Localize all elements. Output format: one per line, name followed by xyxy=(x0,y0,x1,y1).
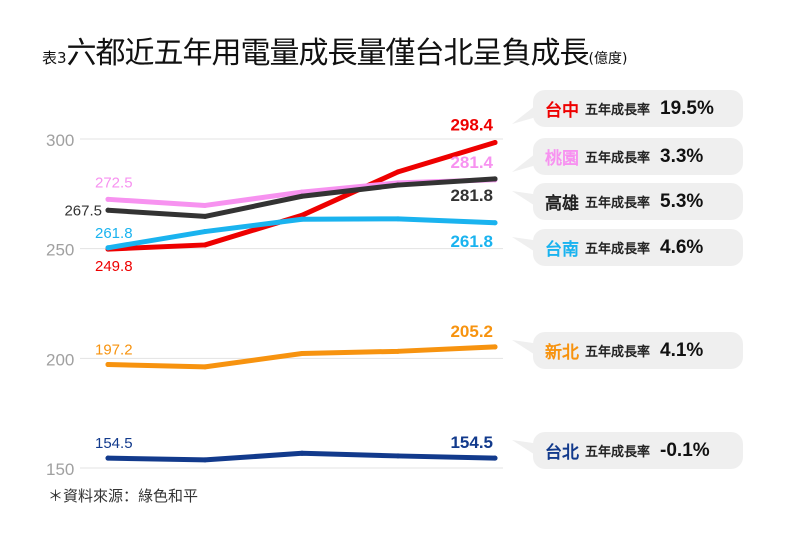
data-point xyxy=(202,457,208,463)
y-tick-label: 200 xyxy=(46,350,74,369)
end-value-label: 298.4 xyxy=(450,116,493,135)
data-point xyxy=(492,140,498,146)
source-note: ＊資料來源：綠色和平 xyxy=(48,487,199,505)
data-point xyxy=(492,176,498,182)
growth-rate: -0.1% xyxy=(660,439,710,461)
data-point xyxy=(299,351,305,357)
callout-台南: 台南 五年成長率 4.6% xyxy=(533,229,743,266)
series-line-新北 xyxy=(105,344,498,370)
data-point xyxy=(299,189,305,195)
growth-rate: 4.1% xyxy=(660,339,704,361)
start-value-label: 261.8 xyxy=(95,225,133,242)
data-point xyxy=(105,361,111,367)
data-point xyxy=(299,193,305,199)
legend-city: 新北 xyxy=(545,343,579,363)
data-point xyxy=(492,455,498,461)
data-point xyxy=(202,202,208,208)
end-value-label: 281.4 xyxy=(450,153,493,172)
growth-label: 五年成長率 xyxy=(585,242,651,257)
growth-label: 五年成長率 xyxy=(585,196,651,211)
growth-label: 五年成長率 xyxy=(585,445,651,460)
data-point xyxy=(395,216,401,222)
legend-city: 台中 xyxy=(545,101,579,121)
data-point xyxy=(395,348,401,354)
table-number: 表3 xyxy=(42,49,67,67)
end-value-label: 205.2 xyxy=(450,322,493,341)
data-point xyxy=(202,242,208,248)
growth-rate: 5.3% xyxy=(660,190,704,212)
data-point xyxy=(202,229,208,235)
data-point xyxy=(202,213,208,219)
start-value-label: 267.5 xyxy=(64,202,102,219)
data-point xyxy=(105,245,111,251)
legend-city: 高雄 xyxy=(545,194,579,214)
data-point xyxy=(299,216,305,222)
legend-city: 台南 xyxy=(545,240,579,260)
data-point xyxy=(492,344,498,350)
y-tick-label: 300 xyxy=(46,131,74,150)
data-point xyxy=(105,196,111,202)
callout-台中: 台中 五年成長率 19.5% xyxy=(533,90,743,127)
start-value-label: 154.5 xyxy=(95,435,133,452)
start-value-label: 197.2 xyxy=(95,341,133,358)
y-tick-label: 250 xyxy=(46,241,74,260)
callout-台北: 台北 五年成長率 -0.1% xyxy=(533,432,743,469)
title-main: 六都近五年用電量成長量僅台北呈負成長 xyxy=(66,36,590,71)
callout-桃園: 桃園 五年成長率 3.3% xyxy=(533,138,743,175)
start-value-label: 272.5 xyxy=(95,174,133,191)
data-point xyxy=(395,182,401,188)
data-point xyxy=(202,364,208,370)
growth-rate: 3.3% xyxy=(660,145,704,167)
legend-city: 桃園 xyxy=(545,149,579,169)
data-point xyxy=(299,450,305,456)
data-point xyxy=(395,169,401,175)
data-point xyxy=(105,207,111,213)
growth-label: 五年成長率 xyxy=(585,103,651,118)
growth-label: 五年成長率 xyxy=(585,151,651,166)
end-value-label: 261.8 xyxy=(450,232,493,251)
growth-rate: 4.6% xyxy=(660,236,704,258)
growth-label: 五年成長率 xyxy=(585,345,651,360)
data-point xyxy=(299,212,305,218)
series-line-台南 xyxy=(105,216,498,251)
y-tick-label: 150 xyxy=(46,460,74,479)
callout-新北: 新北 五年成長率 4.1% xyxy=(533,332,743,369)
start-value-label: 249.8 xyxy=(95,258,133,275)
title-unit: (億度) xyxy=(588,51,628,67)
chart-title: 表3六都近五年用電量成長量僅台北呈負成長(億度) xyxy=(42,28,627,72)
callout-高雄: 高雄 五年成長率 5.3% xyxy=(533,183,743,220)
legend-city: 台北 xyxy=(545,443,579,463)
growth-rate: 19.5% xyxy=(660,97,714,119)
data-point xyxy=(492,220,498,226)
end-value-label: 154.5 xyxy=(450,433,493,452)
end-value-label: 281.8 xyxy=(450,186,493,205)
data-point xyxy=(105,455,111,461)
data-point xyxy=(395,453,401,459)
